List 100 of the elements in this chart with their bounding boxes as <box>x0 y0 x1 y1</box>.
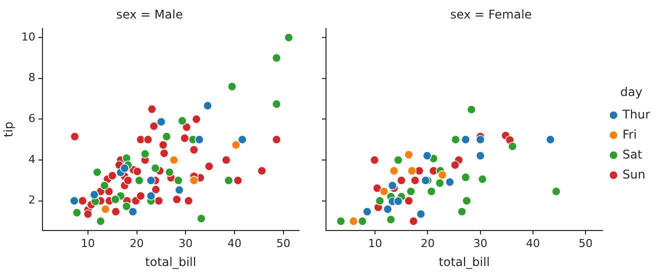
point <box>386 214 396 224</box>
point <box>140 149 150 158</box>
point <box>466 105 476 114</box>
point <box>476 135 485 144</box>
point <box>476 151 485 160</box>
point <box>388 180 398 190</box>
point <box>180 134 190 143</box>
point <box>151 184 160 194</box>
point <box>284 32 294 42</box>
point <box>189 145 199 154</box>
x-tick-label: 30 <box>178 236 193 250</box>
point <box>184 196 194 206</box>
x-axis-title: total_bill <box>438 254 490 269</box>
point <box>72 208 82 218</box>
point <box>128 207 138 216</box>
point <box>164 168 174 177</box>
point <box>231 140 241 150</box>
point <box>70 196 79 206</box>
point <box>257 166 266 176</box>
point <box>204 162 214 171</box>
point <box>194 135 204 144</box>
point <box>192 114 201 124</box>
x-tick-label: 50 <box>276 236 290 250</box>
point <box>404 196 414 206</box>
point <box>394 196 403 206</box>
point <box>406 186 416 196</box>
point <box>122 202 132 211</box>
point <box>272 53 282 63</box>
point <box>162 132 172 142</box>
point <box>451 135 460 144</box>
point <box>462 196 472 206</box>
legend-label: Sat <box>622 147 642 162</box>
point <box>120 164 130 173</box>
legend-label: Thur <box>622 107 650 122</box>
point <box>362 207 372 216</box>
point <box>150 164 160 173</box>
point <box>100 204 110 214</box>
point <box>146 191 156 201</box>
point <box>92 168 102 177</box>
point <box>178 116 187 126</box>
point <box>238 135 247 144</box>
point <box>156 117 166 126</box>
point <box>160 148 169 158</box>
point <box>394 155 403 165</box>
y-tick-label: 2 <box>28 194 36 207</box>
point <box>438 170 448 180</box>
point <box>83 209 93 219</box>
legend-title: day <box>620 84 642 99</box>
point <box>123 176 133 186</box>
x-axis-title: total_bill <box>145 254 196 269</box>
x-tick-label: 30 <box>473 236 488 250</box>
x-tick-label: 40 <box>526 236 540 250</box>
point <box>174 185 184 195</box>
point <box>375 196 384 206</box>
point <box>224 176 234 186</box>
legend-label: Fri <box>622 127 637 142</box>
point <box>203 101 212 110</box>
point <box>96 216 106 226</box>
point <box>370 155 380 165</box>
x-tick-label: 10 <box>368 236 382 250</box>
point <box>143 135 153 144</box>
y-tick-label: 6 <box>28 112 36 126</box>
chart-title: sex = Male <box>116 7 183 22</box>
point <box>136 191 146 201</box>
point <box>111 207 120 216</box>
point <box>272 135 282 144</box>
x-tick-label: 40 <box>228 236 242 250</box>
point <box>182 122 192 132</box>
point <box>379 186 389 196</box>
x-tick-label: 10 <box>80 236 95 250</box>
point <box>222 155 231 165</box>
point <box>372 184 382 193</box>
point <box>408 216 418 226</box>
point <box>383 204 392 214</box>
point <box>358 216 368 226</box>
point <box>108 171 117 180</box>
point <box>461 172 470 182</box>
point <box>435 178 444 188</box>
point <box>396 176 406 186</box>
point <box>233 176 243 186</box>
point <box>172 194 182 204</box>
legend-label: Sun <box>622 167 646 182</box>
point <box>445 177 454 187</box>
point <box>146 176 156 186</box>
point <box>348 216 358 226</box>
x-tick-label: 20 <box>130 236 144 250</box>
point <box>508 142 518 151</box>
point <box>389 166 399 176</box>
point <box>169 155 179 165</box>
point <box>100 180 110 190</box>
point <box>546 135 555 144</box>
point <box>450 160 460 170</box>
point <box>70 132 80 142</box>
point <box>132 166 142 176</box>
point <box>404 150 414 160</box>
y-tick-label: 4 <box>28 152 36 166</box>
point <box>149 122 158 131</box>
point <box>174 176 183 186</box>
point <box>147 104 157 114</box>
point <box>422 151 432 160</box>
